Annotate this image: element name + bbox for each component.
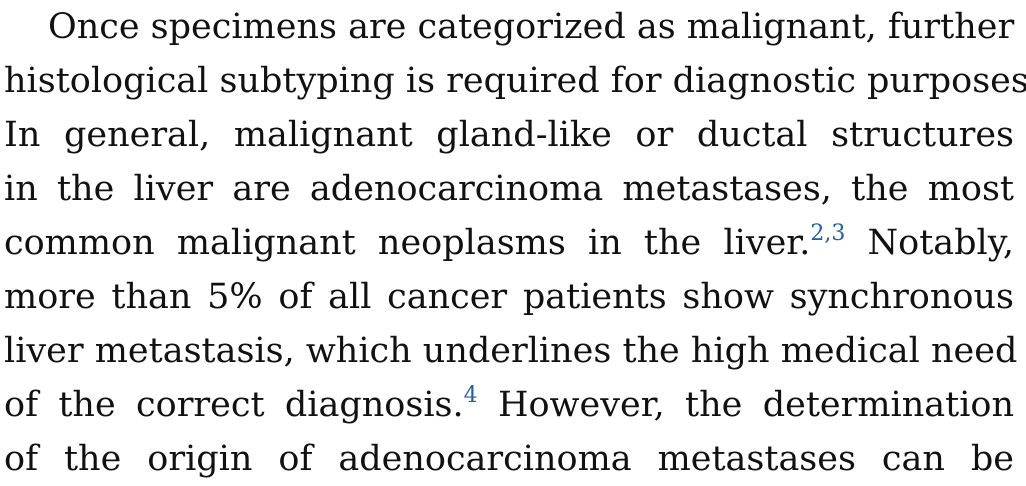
text-line: Once specimens are categorized as malign… [48,7,1015,47]
citation-link[interactable]: 4 [463,383,478,408]
text-line: common malignant neoplasms in the liver.… [4,216,1014,270]
text-segment: However, the determination [477,385,1014,425]
text-segment: common malignant neoplasms in the liver. [4,223,811,263]
text-line: histological subtyping is required for d… [4,61,1026,101]
citation-link[interactable]: 2,3 [810,221,846,246]
text-segment: of the correct diagnosis. [4,385,464,425]
text-segment: Notably, [845,223,1014,263]
text-line: liver metastasis, which underlines the h… [4,331,1018,371]
body-paragraph: Once specimens are categorized as malign… [4,0,1026,486]
text-line: of the origin of adenocarcinoma metastas… [4,439,1014,479]
text-line: In general, malignant gland-like or duct… [4,115,1014,155]
text-line: in the liver are adenocarcinoma metastas… [4,169,1014,209]
text-line: of the correct diagnosis.4 However, the … [4,378,1014,432]
text-line: more than 5% of all cancer patients show… [4,277,1014,317]
